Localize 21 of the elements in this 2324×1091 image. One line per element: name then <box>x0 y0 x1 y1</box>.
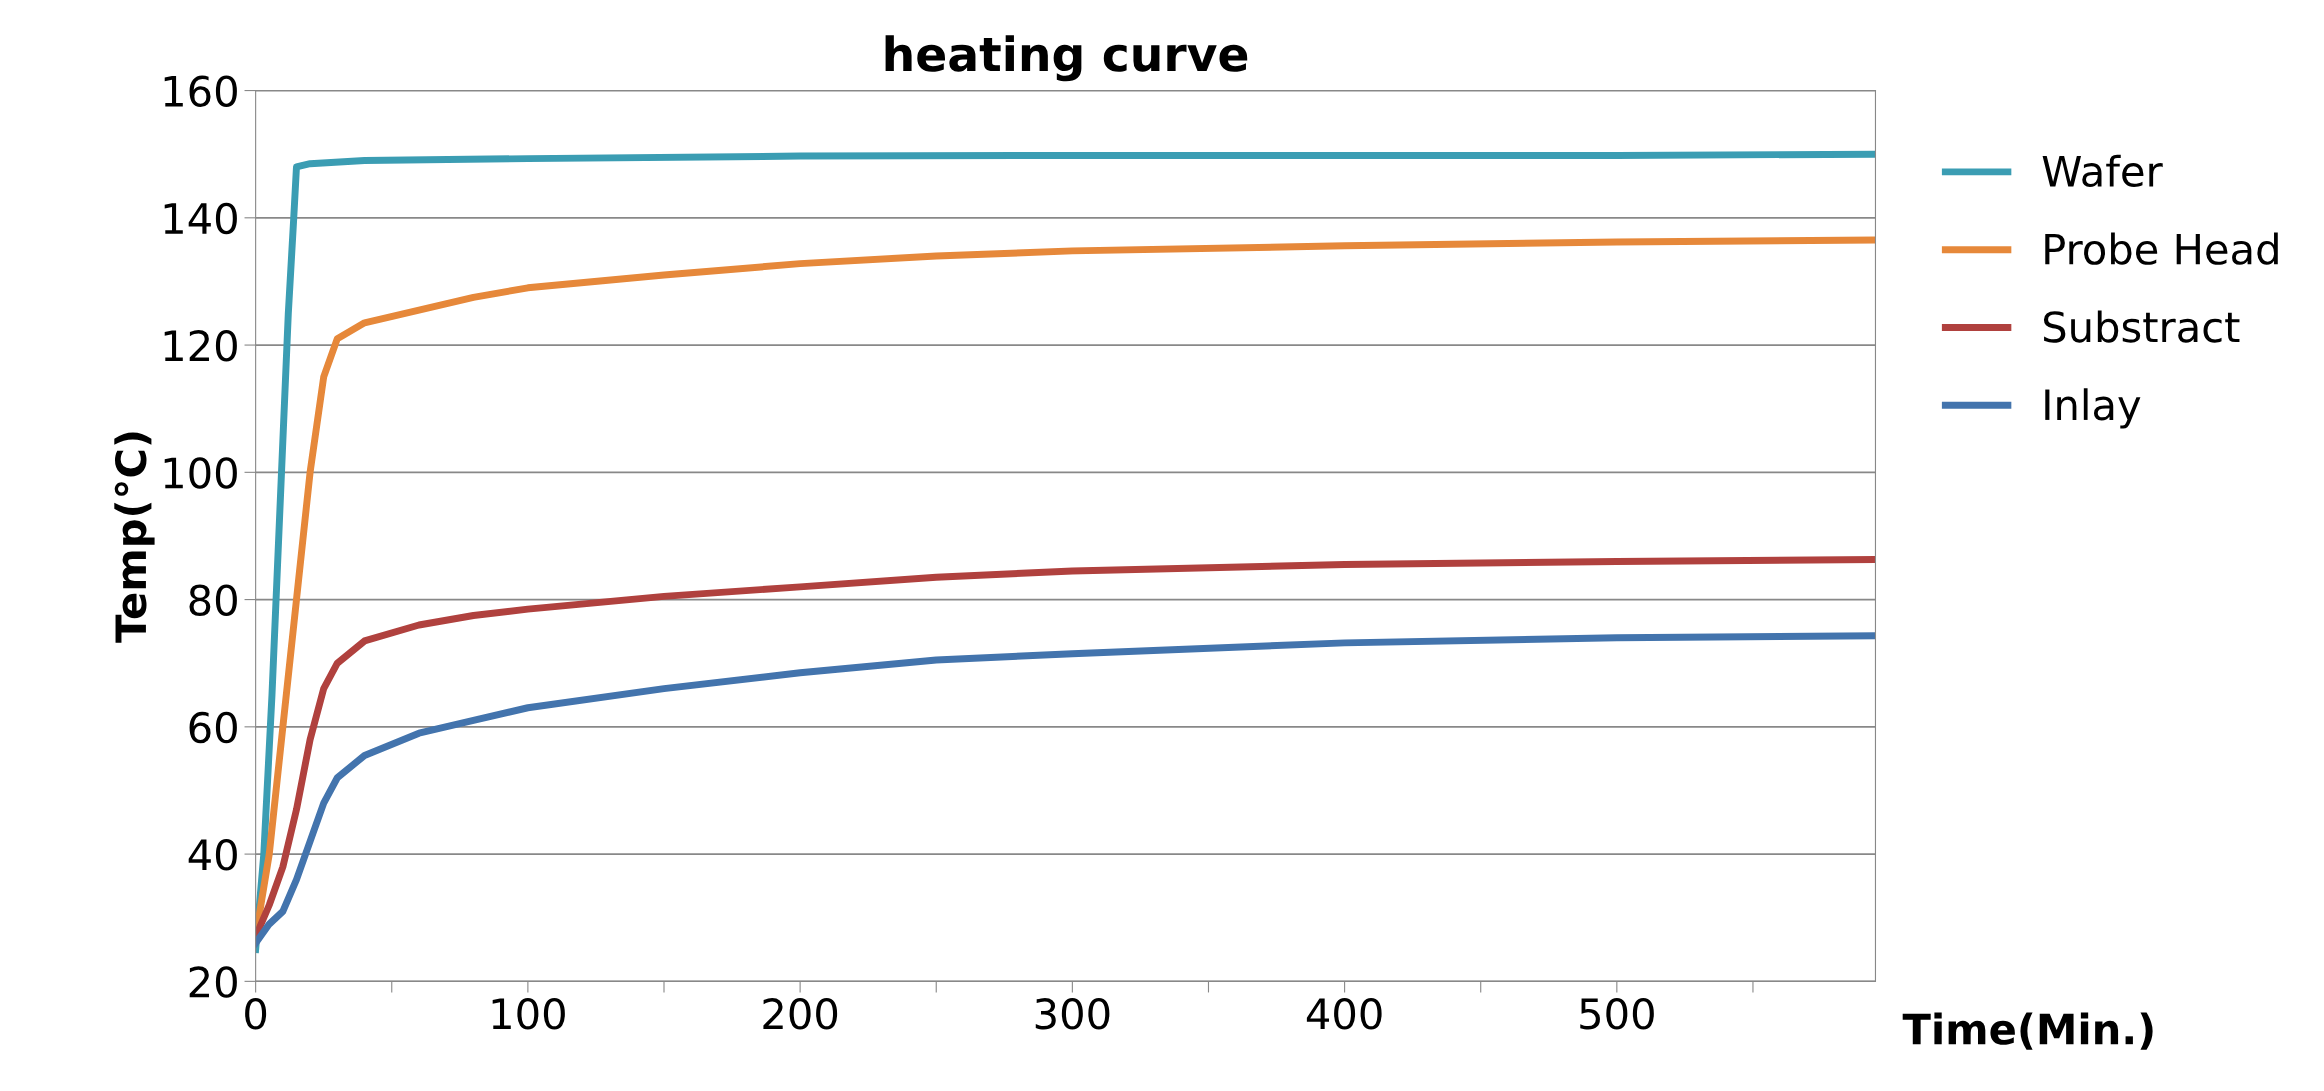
y-tick-label: 40 <box>188 839 237 871</box>
x-tick-label: 400 <box>1306 998 1382 1030</box>
x-tick-label: 500 <box>1580 998 1654 1030</box>
legend-label: Probe Head <box>2045 232 2278 265</box>
y-tick-label: 20 <box>189 966 237 998</box>
x-axis-title: Time(Min.) <box>1902 1012 2153 1050</box>
y-tick-label: 80 <box>189 584 237 616</box>
x-tick-label: 100 <box>492 998 565 1030</box>
legend-label: Inlay <box>2045 388 2141 429</box>
legend-label: Substract <box>2043 310 2240 343</box>
x-tick-label: 200 <box>763 998 838 1030</box>
y-tick-label: 120 <box>164 329 237 362</box>
x-tick-label: 300 <box>1035 998 1110 1030</box>
chart-title: heating curve <box>885 35 1248 82</box>
y-tick-label: 100 <box>164 457 237 489</box>
y-tick-label: 140 <box>164 202 237 235</box>
legend-label: Wafer <box>2042 154 2163 188</box>
y-axis-title: Temp(°C) <box>114 432 155 643</box>
x-tick-label: 0 <box>245 998 267 1030</box>
y-tick-label: 160 <box>164 75 237 107</box>
y-tick-label: 60 <box>189 711 237 744</box>
